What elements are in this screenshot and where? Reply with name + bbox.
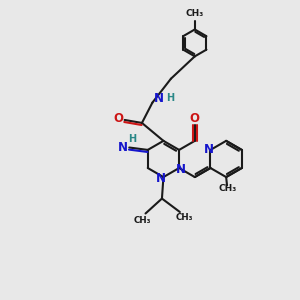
Text: CH₃: CH₃ <box>133 216 151 225</box>
Text: N: N <box>156 172 166 185</box>
Text: O: O <box>190 112 200 125</box>
Text: CH₃: CH₃ <box>176 214 193 223</box>
Text: N: N <box>176 163 186 176</box>
Text: N: N <box>204 143 214 156</box>
Text: H: H <box>128 134 136 144</box>
Text: H: H <box>166 94 174 103</box>
Text: O: O <box>113 112 123 125</box>
Text: CH₃: CH₃ <box>218 184 236 193</box>
Text: N: N <box>118 141 128 154</box>
Text: CH₃: CH₃ <box>186 9 204 18</box>
Text: N: N <box>154 92 164 105</box>
